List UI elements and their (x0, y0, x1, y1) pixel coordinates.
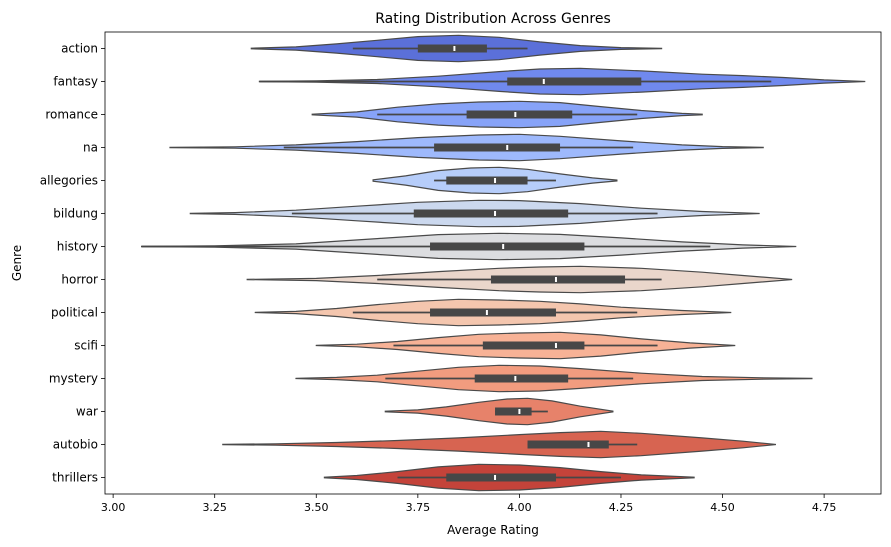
median-marker (494, 211, 497, 216)
y-tick-label: romance (45, 108, 98, 122)
violin-fantasy (258, 67, 866, 96)
iqr-box (446, 473, 556, 482)
iqr-box (507, 77, 642, 86)
iqr-box (482, 341, 585, 350)
iqr-box (413, 209, 569, 218)
violin-mystery (295, 364, 813, 393)
plot-area (141, 34, 866, 492)
y-tick-label: political (51, 306, 98, 320)
y-axis-label: Genre (10, 245, 24, 281)
median-marker (554, 343, 557, 348)
x-tick-label: 4.25 (609, 501, 634, 514)
iqr-box (474, 374, 569, 383)
iqr-box (430, 308, 556, 317)
y-tick-label: horror (61, 273, 98, 287)
chart-title: Rating Distribution Across Genres (375, 11, 610, 27)
iqr-box (446, 176, 528, 185)
y-axis: action fantasy romance na allegories bildung h… (40, 42, 105, 485)
y-tick-label: history (57, 240, 98, 254)
x-tick-label: 4.00 (507, 501, 532, 514)
median-marker (494, 475, 497, 480)
violin-allegories (372, 166, 618, 195)
violin-horror (246, 265, 793, 294)
iqr-box (430, 242, 585, 251)
median-marker (453, 46, 456, 51)
y-tick-label: war (76, 405, 98, 419)
x-axis: 3.00 3.25 3.50 3.75 4.00 4.25 4.50 4.75 (101, 494, 836, 514)
violin-history (141, 232, 797, 261)
y-tick-label: action (61, 42, 98, 56)
x-tick-label: 3.25 (202, 501, 227, 514)
y-tick-label: na (83, 141, 98, 155)
iqr-box (434, 143, 561, 152)
violin-body (222, 430, 776, 459)
median-marker (518, 409, 521, 414)
median-marker (587, 442, 590, 447)
y-tick-label: scifi (74, 339, 98, 353)
violin-na (169, 133, 764, 162)
y-tick-label: bildung (53, 207, 98, 221)
y-tick-label: mystery (49, 372, 98, 386)
x-tick-label: 3.75 (406, 501, 431, 514)
x-tick-label: 3.50 (304, 501, 329, 514)
median-marker (554, 277, 557, 282)
median-marker (485, 310, 488, 315)
violin-action (250, 34, 663, 63)
violin-thrillers (323, 463, 695, 492)
y-tick-label: fantasy (53, 75, 98, 89)
median-marker (494, 178, 497, 183)
iqr-box (466, 110, 573, 119)
x-tick-label: 4.75 (812, 501, 837, 514)
iqr-box (527, 440, 609, 449)
violin-political (254, 298, 732, 327)
plot-frame (104, 31, 882, 495)
median-marker (514, 112, 517, 117)
violin-romance (311, 100, 703, 129)
median-marker (502, 244, 505, 249)
median-marker (514, 376, 517, 381)
x-tick-label: 3.00 (101, 501, 126, 514)
median-marker (506, 145, 509, 150)
iqr-box (495, 407, 532, 416)
x-tick-label: 4.50 (710, 501, 735, 514)
x-axis-label: Average Rating (447, 523, 539, 537)
violin-autobio (222, 430, 776, 459)
violin-bildung (189, 199, 760, 228)
violin-scifi (315, 331, 736, 360)
median-marker (542, 79, 545, 84)
iqr-box (490, 275, 626, 284)
y-tick-label: thrillers (52, 471, 98, 485)
iqr-box (417, 44, 487, 53)
violin-war (384, 397, 614, 426)
y-tick-label: allegories (40, 174, 98, 188)
y-tick-label: autobio (53, 438, 98, 452)
